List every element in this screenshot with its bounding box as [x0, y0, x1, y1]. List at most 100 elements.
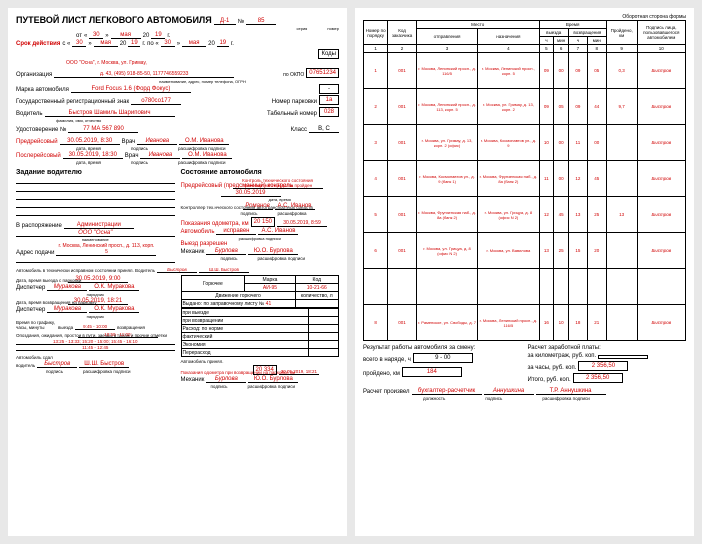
number-lbl: №	[238, 19, 244, 25]
dispose-sub: наименование	[16, 237, 175, 242]
org-line: ООО "Осна", г. Москва, ул. Гримау,	[66, 60, 147, 66]
post-date: 30.05.2019, 18:30	[63, 152, 123, 159]
tabel: 028	[319, 107, 339, 117]
tech-ok-sign: Быстров	[157, 267, 197, 273]
v-from-day: 30	[72, 40, 86, 47]
class: В, С	[309, 126, 339, 133]
reg-lbl: Государственный регистрационный знак	[16, 99, 129, 105]
fuel-row-value	[309, 309, 339, 317]
odometer-out-date: 30.05.2019, 8:59	[277, 220, 327, 227]
validity-lbl: Срок действия	[16, 41, 60, 47]
fuel-row-label: Экономия	[181, 341, 309, 349]
fuel-row-value	[309, 341, 339, 349]
fuel-code: 10-21-66	[295, 284, 338, 292]
fuel-table: при выездепри возвращенииРасход: по норм…	[181, 308, 340, 357]
fuel-brand: АИ-95	[245, 284, 295, 292]
mech-in-name: Ю.О. Бурлова	[248, 376, 298, 383]
tech-name: А.С. Иванов	[275, 203, 315, 210]
tech-controller-lbl: Контроллер тех.нческого состояния автотр…	[181, 205, 241, 210]
per-hour-lbl: за часы, руб. коп.	[528, 365, 577, 371]
returned-lbl: Автомобиль сдал	[16, 355, 53, 360]
right-sheet: Оборотная сторона формы Номер по порядку…	[355, 8, 694, 536]
dispose: Администрации	[64, 222, 134, 229]
odometer-out: 20 150	[251, 217, 275, 227]
license-lbl: Удостоверение №	[16, 127, 66, 133]
depart-lbl: Дата, время выезда с парковки	[16, 278, 66, 283]
mechanic-lbl: Механик	[181, 249, 205, 255]
okpo-lbl: по ОКПО	[283, 72, 304, 78]
mech-in-sign: Бурлова	[206, 376, 246, 383]
v-from-month: мая	[94, 40, 118, 47]
series: Д-1	[214, 18, 236, 25]
driver: Быстров Шамиль Шарипович	[45, 110, 175, 117]
allowed: исправен	[216, 228, 256, 235]
table-row	[364, 269, 686, 305]
tech-sign: Романов	[243, 203, 273, 210]
idle-1: 10:50 - 11:00;	[78, 332, 158, 338]
km-lbl: пройдено, км	[363, 371, 400, 377]
driver-lbl: Водитель	[16, 111, 43, 117]
state-title: Состояние автомобиля	[181, 169, 340, 176]
fuel-row-label: фактический	[181, 333, 309, 341]
v-to-day: 30	[161, 40, 175, 47]
allowed-name: А.С. Иванов	[258, 228, 298, 235]
tech-ok-name: Ш.Ш. Быстров	[199, 267, 249, 273]
odometer-out-lbl: Показания одометра, км	[181, 221, 249, 227]
doc-title: ПУТЕВОЙ ЛИСТ ЛЕГКОВОГО АВТОМОБИЛЯ	[16, 15, 212, 25]
fuel-brand-lbl: Марка	[245, 276, 295, 284]
pre-sign: Иванова	[137, 138, 177, 145]
table-row: 4 001 г. Москва, Космонавтов ул., д. 9 (…	[364, 161, 686, 197]
table-row: 3 001 г. Москва, ул. Гримау, д. 13, корп…	[364, 125, 686, 161]
fuel-row-label: при возвращении	[181, 317, 309, 325]
returned-driver-lbl: водитель	[16, 363, 35, 368]
car-brand: Ford Focus 1.6 (Форд Фокус)	[71, 86, 191, 93]
pre-name: О.М. Иванова	[179, 138, 229, 145]
mech-in-lbl: Механик	[181, 377, 205, 383]
fuel-row-label: при выезде	[181, 309, 309, 317]
left-sheet: ПУТЕВОЙ ЛИСТ ЛЕГКОВОГО АВТОМОБИЛЯ Д-1 № …	[8, 8, 347, 536]
per-km	[598, 355, 648, 359]
table-row: 2 001 г. Москва, Ленинский просп., д. 11…	[364, 89, 686, 125]
km-total: 184	[402, 367, 462, 377]
from-year: 19	[151, 32, 165, 39]
calc-sign: Аннушкина	[484, 388, 534, 395]
idle-lbl: Опоздания, ожидания, простои в пути, зае…	[16, 333, 76, 338]
depart: 30.05.2019, 9:00	[68, 276, 128, 283]
table-row: 6 001 г. Москва, ул. Грицуа, д. 8 (офис …	[364, 233, 686, 269]
post-sign-lbl: Врач	[125, 153, 139, 159]
dispose-lbl: В распоряжение	[16, 223, 62, 229]
odometer-in-lbl: Показания одометра при возвращении на па…	[181, 370, 251, 375]
idle-3: 11:45 - 12:45	[16, 345, 175, 351]
table-row: 8 001 г. Раменское, ул. Свободы, д. 7 г.…	[364, 305, 686, 341]
total: 2 356,50	[573, 373, 623, 383]
reg: о780со177	[131, 98, 181, 105]
tech-ok-lbl: Автомобиль в технически исправном состоя…	[16, 268, 155, 273]
series-sub: серия	[297, 26, 308, 31]
v-to-month: мая	[182, 40, 206, 47]
doc-number: 85	[246, 18, 276, 25]
parking: 1а	[319, 95, 339, 105]
fuel-row-value	[309, 349, 339, 357]
post-lbl: Послерейсовый	[16, 153, 61, 159]
per-km-lbl: за километраж, руб. коп.	[528, 353, 597, 359]
fuel-row-label: Перерасход	[181, 349, 309, 357]
odometer-in-date: 30.05.2019, 18:21	[279, 369, 319, 375]
fuel-move-lbl: Движение горючего	[181, 292, 295, 300]
org-lbl: Организация	[16, 72, 52, 78]
calc-pos: бухгалтер-расчетчик	[412, 388, 482, 395]
return: 30.05.2019, 18:21	[68, 298, 128, 305]
org-details: д. 43, (495) 918-85-50, 1177746559233	[54, 71, 234, 78]
from-month: мая	[111, 32, 141, 39]
fuel-row-value	[309, 325, 339, 333]
salary-title: Расчет заработной платы:	[528, 345, 687, 351]
in-work: 9 - 00	[413, 353, 473, 363]
okpo: 07651234	[306, 68, 339, 78]
car-brand-lbl: Марка автомобиля	[16, 87, 69, 93]
table-row: 1 001 г. Москва, Ленинский просп., д. 11…	[364, 53, 686, 89]
addr-lbl: Адрес подачи	[16, 250, 54, 256]
pre-control-date: 30.05.2019	[221, 190, 281, 197]
from-lbl: от	[76, 33, 82, 39]
disp2-name: О.К. Муракова	[89, 306, 139, 313]
fuel-row-label: Расход: по норме	[181, 325, 309, 333]
fuel-qty-lbl: количество, л	[295, 292, 338, 300]
